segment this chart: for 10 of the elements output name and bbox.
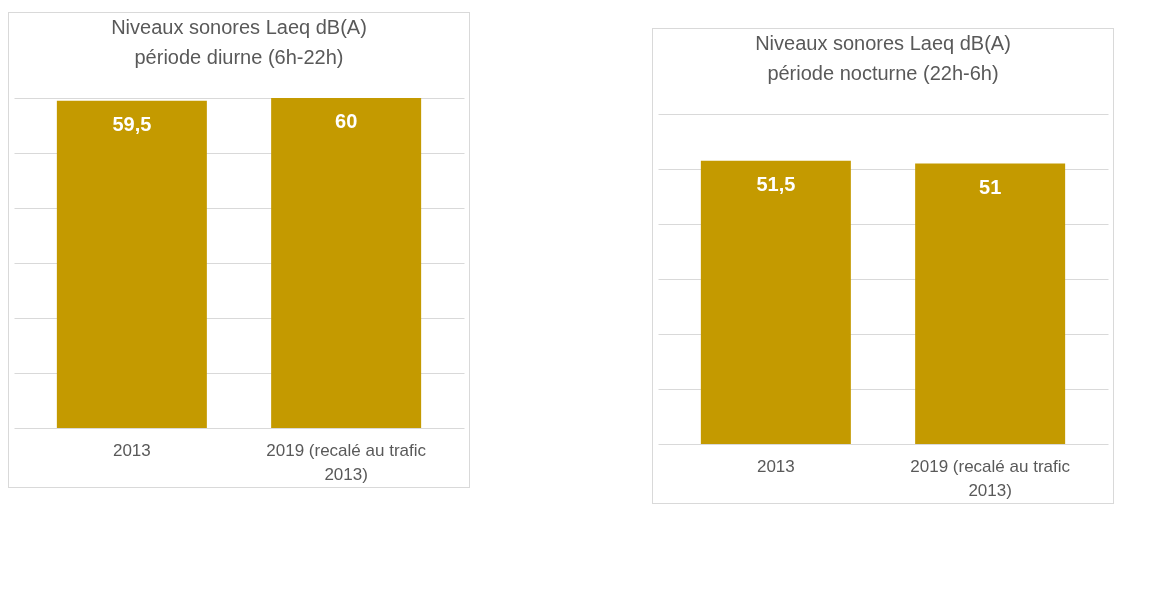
x-tick-label: 2019 (recalé au trafic 2013): [266, 440, 427, 484]
x-tick-label: 2019 (recalé au trafic 2013): [910, 456, 1071, 500]
data-label: 51,5: [756, 172, 796, 195]
chart-title: Niveaux sonores Laeq dB(A) période nocturne (22h-6h): [755, 32, 1011, 84]
data-label: 51: [979, 175, 1002, 198]
data-label: 60: [335, 110, 358, 132]
x-tick-label: 2013: [112, 440, 151, 460]
chart-title: Niveaux sonores Laeq dB(A) période diurne (6h-22h): [111, 16, 367, 68]
data-label: 59,5: [112, 112, 152, 135]
x-tick-label: 2013: [756, 456, 795, 476]
